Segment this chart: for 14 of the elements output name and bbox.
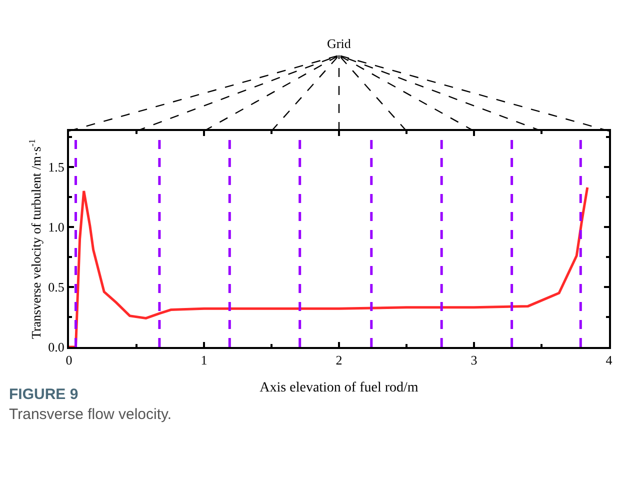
- text: Grid: [327, 36, 352, 51]
- y-tick-label: 1.0: [48, 220, 64, 235]
- x-tick-label: 0: [66, 352, 72, 368]
- x-tick-label: 4: [606, 352, 613, 368]
- text: Transverse flow velocity.: [9, 406, 172, 423]
- x-axis-title: Axis elevation of fuel rod/m: [260, 380, 418, 396]
- y-tick-label: 1.5: [48, 160, 64, 175]
- y-tick-label: 0.5: [48, 280, 64, 295]
- line-series: [69, 186, 589, 347]
- x-tick-label: 1: [200, 352, 208, 368]
- x-tick-label: 2: [336, 352, 342, 368]
- y-tick-label: 0.0: [48, 340, 64, 355]
- x-tick-label: 3: [470, 352, 478, 368]
- caption: FIGURE 9: [9, 386, 78, 403]
